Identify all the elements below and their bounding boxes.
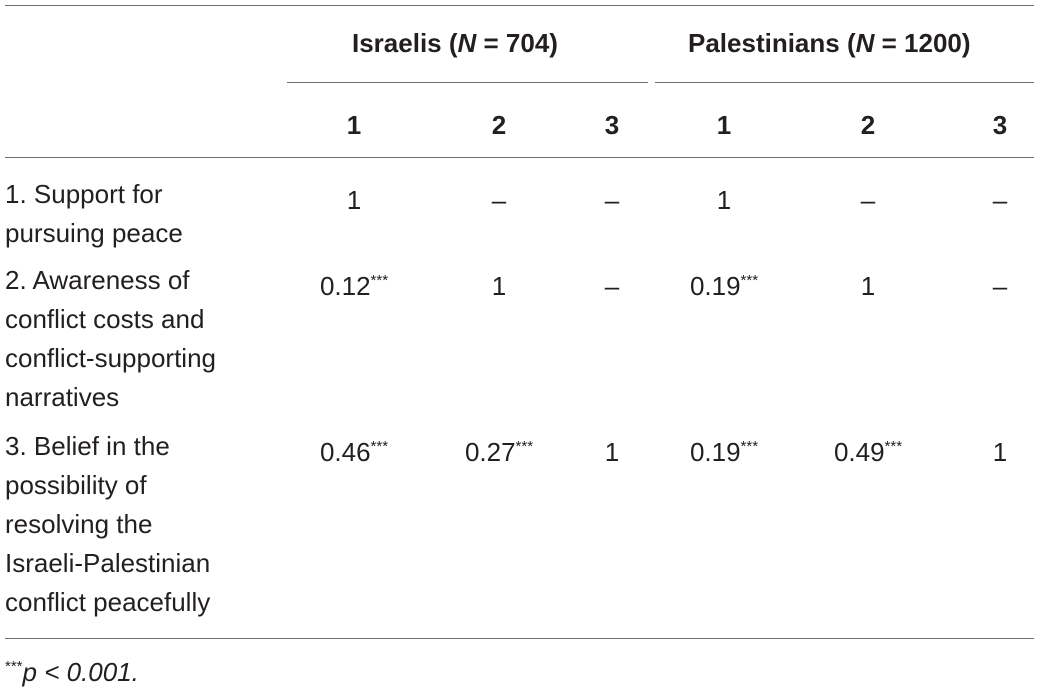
group-header-palestinians: Palestinians (N = 1200) (688, 28, 971, 58)
table-cell: 1 (860, 271, 876, 301)
table-cell: 0.49*** (833, 437, 903, 467)
row-label: 3. Belief in the possibility of resolvin… (5, 431, 211, 617)
footnote-marker: *** (5, 658, 23, 675)
table-cell: 1 (992, 437, 1008, 467)
table-cell: 0.46*** (319, 437, 389, 467)
table-cell: – (992, 185, 1008, 215)
group-header-israelis: Israelis (N = 704) (352, 28, 558, 58)
column-number: 2 (860, 110, 876, 140)
table-top-rule (5, 5, 1034, 6)
table-cell: – (992, 271, 1008, 301)
table-cell: 0.12*** (319, 271, 389, 301)
table-cell: 0.27*** (464, 437, 534, 467)
israelis-group-rule (287, 82, 648, 83)
column-number: 1 (346, 110, 362, 140)
row-label: 2. Awareness of conflict costs and confl… (5, 265, 216, 412)
column-number: 3 (992, 110, 1008, 140)
table-cell: 1 (346, 185, 362, 215)
table-cell: – (604, 185, 620, 215)
table-footnote: ***p < 0.001. (5, 652, 139, 687)
table-cell: 0.19*** (689, 437, 759, 467)
header-bottom-rule (5, 157, 1034, 158)
table-cell: 1 (604, 437, 620, 467)
column-number: 1 (716, 110, 732, 140)
table-cell: 0.19*** (689, 271, 759, 301)
table-bottom-rule (5, 638, 1034, 639)
table-cell: – (860, 185, 876, 215)
column-number: 2 (491, 110, 507, 140)
footnote-text: p < 0.001. (22, 657, 139, 687)
row-label: 1. Support for pursuing peace (5, 179, 183, 248)
table-cell: 1 (716, 185, 732, 215)
column-number: 3 (604, 110, 620, 140)
palestinians-group-rule (655, 82, 1034, 83)
table-cell: – (604, 271, 620, 301)
table-cell: 1 (491, 271, 507, 301)
table-cell: – (491, 185, 507, 215)
